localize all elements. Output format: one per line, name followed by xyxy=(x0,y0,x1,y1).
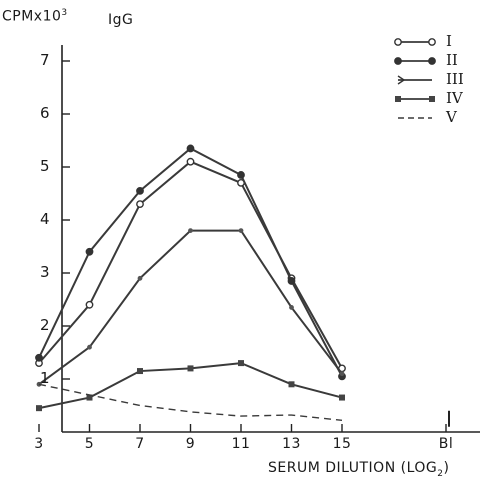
axes xyxy=(38,45,480,433)
legend xyxy=(394,38,436,119)
series-iii xyxy=(36,228,345,387)
legend-marker xyxy=(428,38,436,46)
y-tick-label: 3 xyxy=(39,263,50,281)
legend-label-iv: IV xyxy=(446,89,463,107)
legend-marker xyxy=(428,57,436,65)
x-tick-label: 7 xyxy=(135,436,145,452)
data-point xyxy=(288,381,295,388)
data-point xyxy=(339,394,345,401)
series-layer xyxy=(35,144,346,422)
data-point xyxy=(86,394,93,401)
data-point xyxy=(85,247,94,256)
data-point xyxy=(289,305,294,310)
data-point xyxy=(339,371,345,377)
series-iv xyxy=(36,360,345,412)
x-tick-label: 3 xyxy=(34,436,44,452)
legend-label-iii: III xyxy=(446,70,464,88)
series-line xyxy=(38,229,343,386)
series-line xyxy=(38,160,343,369)
x-tick-label: 11 xyxy=(231,436,251,452)
series-ii xyxy=(35,144,346,381)
data-point xyxy=(186,144,195,153)
legend-marker xyxy=(394,57,402,65)
x-tick-label: Bl xyxy=(438,436,454,452)
data-point xyxy=(237,171,245,179)
series-v xyxy=(38,383,343,422)
data-point xyxy=(287,277,296,285)
series-line xyxy=(38,383,343,422)
x-tick-label: 15 xyxy=(332,436,352,452)
data-point xyxy=(35,353,43,362)
legend-label-v: V xyxy=(446,108,457,126)
data-point xyxy=(87,344,92,350)
series-line xyxy=(38,147,343,377)
data-point xyxy=(188,228,193,234)
x-tick-label: 13 xyxy=(282,436,301,452)
x-axis-label: SERUM DILUTION (LOG2) xyxy=(268,460,450,479)
legend-marker xyxy=(394,38,402,46)
legend-marker xyxy=(397,75,405,81)
data-point xyxy=(186,157,195,166)
data-point xyxy=(187,365,194,372)
legend-marker xyxy=(397,79,405,85)
y-axis-label: CPMx103 xyxy=(2,8,68,25)
data-point xyxy=(136,186,144,195)
y-tick-label: 4 xyxy=(39,210,50,228)
data-point xyxy=(36,405,42,412)
legend-label-ii: II xyxy=(446,51,458,69)
data-point xyxy=(238,360,244,367)
data-point xyxy=(137,275,143,281)
legend-marker xyxy=(429,96,435,102)
x-tick-label: 5 xyxy=(84,436,95,452)
data-point xyxy=(85,300,94,309)
y-tick-label: 1 xyxy=(39,369,50,387)
chart-title: IgG xyxy=(108,12,134,28)
data-point xyxy=(136,200,144,209)
data-point xyxy=(137,368,143,375)
y-tick-label: 2 xyxy=(39,316,50,334)
x-tick-label: 9 xyxy=(185,436,196,452)
data-point xyxy=(238,228,244,234)
y-tick-label: 7 xyxy=(39,51,50,69)
legend-label-i: I xyxy=(446,32,452,50)
y-tick-label: 6 xyxy=(39,104,50,122)
y-tick-label: 5 xyxy=(39,157,50,175)
legend-marker xyxy=(395,96,401,102)
